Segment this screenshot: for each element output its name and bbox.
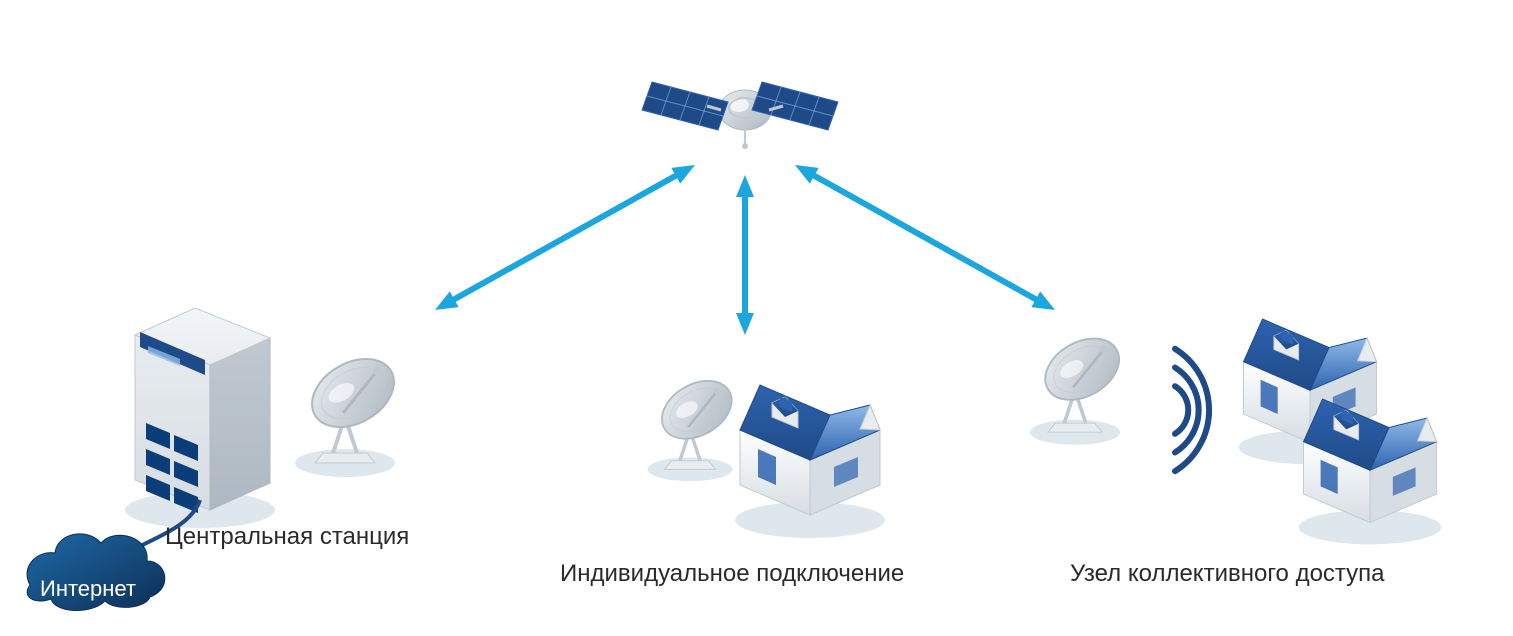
arrow-sat-to-indiv	[736, 175, 754, 335]
satellite-icon	[642, 82, 838, 149]
diagram-stage: Центральная станция Индивидуальное подкл…	[0, 0, 1513, 636]
dish-collective-icon	[1030, 326, 1130, 445]
house-collective-2-icon	[1299, 399, 1442, 544]
dish-face	[300, 345, 406, 441]
server-icon	[125, 308, 275, 528]
dish-individual-icon	[648, 369, 742, 481]
solar-panel	[642, 82, 728, 130]
house-individual-icon	[735, 385, 885, 538]
label-collective-node: Узел коллективного доступа	[1070, 560, 1385, 588]
arrow-sat-to-collect	[795, 165, 1055, 310]
label-individual-connection: Индивидуальное подключение	[560, 560, 904, 588]
label-central-station: Центральная станция	[165, 523, 409, 551]
label-internet: Интернет	[40, 576, 136, 602]
arrow-sat-to-central	[435, 165, 695, 310]
dish-face	[1034, 326, 1130, 412]
dish-face	[652, 369, 742, 451]
wifi-waves-icon	[1175, 349, 1209, 471]
dish-central-icon	[295, 345, 406, 477]
